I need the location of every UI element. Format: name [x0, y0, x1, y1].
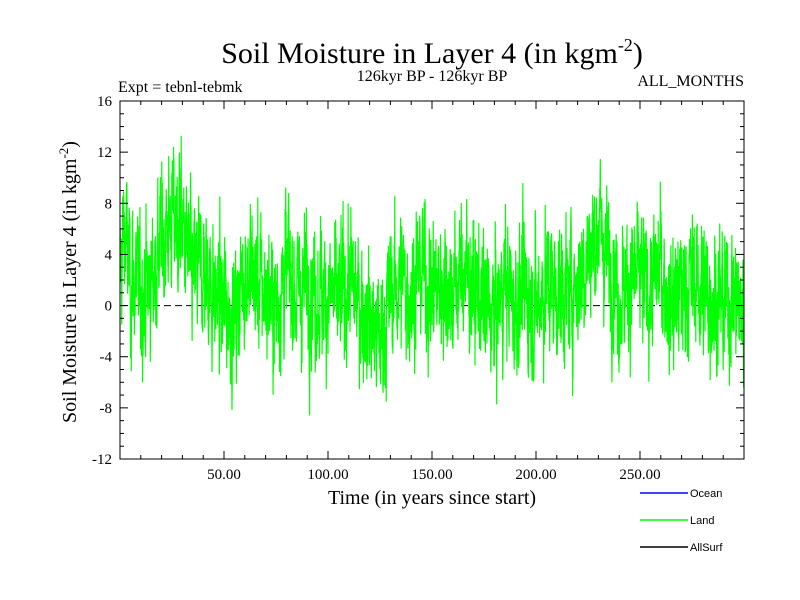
y-tick-label: 4 [105, 247, 113, 263]
legend-label-ocean: Ocean [690, 488, 722, 500]
y-tick-label: -12 [92, 452, 112, 468]
series-line-land [119, 135, 745, 416]
months-label: ALL_MONTHS [637, 73, 744, 90]
y-axis-label-superscript: -2 [56, 148, 71, 159]
y-tick-label: 8 [105, 196, 113, 212]
y-axis-label-close: ) [59, 141, 81, 148]
y-tick-label: -4 [100, 350, 113, 366]
legend-label-land: Land [690, 515, 714, 527]
x-axis-label: Time (in years since start) [328, 487, 536, 509]
x-tick-label: 150.00 [411, 467, 452, 483]
chart-title-main: Soil Moisture in Layer 4 (in kgm [221, 37, 618, 70]
y-axis-label: Soil Moisture in Layer 4 (in kgm-2) [56, 141, 81, 423]
y-tick-label: 16 [97, 94, 113, 110]
x-tick-label: 100.00 [307, 467, 348, 483]
x-tick-label: 250.00 [619, 467, 660, 483]
chart-title-superscript: -2 [618, 35, 633, 55]
y-tick-label: -8 [100, 401, 113, 417]
chart-title: Soil Moisture in Layer 4 (in kgm-2) [221, 35, 643, 70]
experiment-label: Expt = tebnl-tebmk [118, 79, 243, 96]
x-tick-label: 200.00 [515, 467, 556, 483]
legend: Ocean Land AllSurf [640, 488, 723, 554]
tick-labels-group: -12 -8 -4 0 4 8 12 16 50.00 100.00 150.00 200.00 250… [92, 94, 661, 483]
ticks-group [120, 100, 744, 460]
legend-label-allsurf: AllSurf [690, 542, 723, 554]
chart-title-close: ) [633, 37, 643, 70]
period-label: 126kyr BP - 126kyr BP [357, 68, 508, 85]
y-tick-label: 0 [105, 299, 113, 315]
y-tick-label: 12 [97, 145, 112, 161]
series-group [119, 135, 745, 416]
x-tick-label: 50.00 [207, 467, 241, 483]
y-axis-label-main: Soil Moisture in Layer 4 (in kgm [59, 158, 81, 423]
